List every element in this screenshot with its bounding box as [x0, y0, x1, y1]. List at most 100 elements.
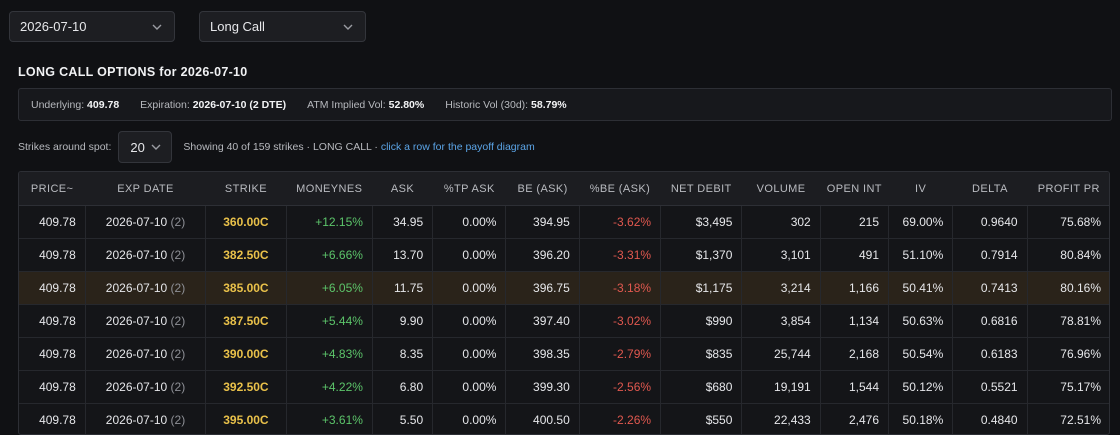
dte-value: (2): [170, 380, 186, 394]
price-cell: 409.78: [19, 403, 86, 434]
dte-value: (2): [170, 314, 186, 328]
pct-breakeven-cell: -3.18%: [579, 271, 662, 305]
column-header[interactable]: MONEYNES: [286, 172, 373, 206]
strikes-count-select[interactable]: 20: [118, 131, 173, 163]
delta-cell: 0.5521: [952, 370, 1028, 404]
table-row[interactable]: 409.78 2026-07-10 (2) 385.00C +6.05% 11.75 0.…: [19, 271, 1109, 305]
showing-text: Showing 40 of 159 strikes · LONG CALL · …: [183, 141, 534, 153]
volume-cell: 3,101: [741, 238, 821, 272]
net-debit-cell: $835: [660, 337, 743, 371]
delta-cell: 0.7914: [952, 238, 1028, 272]
profit-prob-cell: 76.96%: [1027, 337, 1109, 371]
pct-breakeven-cell: -2.56%: [579, 370, 662, 404]
ask-cell: 9.90: [372, 304, 434, 338]
column-header[interactable]: STRIKE: [205, 172, 287, 206]
column-header[interactable]: IV: [888, 172, 953, 206]
profit-prob-cell: 78.81%: [1027, 304, 1109, 338]
volume-cell: 3,214: [741, 271, 821, 305]
chevron-down-icon: [151, 144, 161, 150]
table-row[interactable]: 409.78 2026-07-10 (2) 382.50C +6.66% 13.70 0.…: [19, 238, 1109, 272]
strike-cell: 390.00C: [205, 337, 287, 371]
ask-cell: 34.95: [372, 205, 434, 239]
exp-date-value: 2026-07-10: [105, 215, 168, 229]
profit-prob-cell: 80.16%: [1027, 271, 1109, 305]
column-header[interactable]: NET DEBIT: [660, 172, 742, 206]
dte-value: (2): [170, 248, 186, 262]
tp-ask-cell: 0.00%: [432, 337, 507, 371]
tp-ask-cell: 0.00%: [432, 304, 507, 338]
dte-value: (2): [170, 347, 186, 361]
hist-vol-info: Historic Vol (30d): 58.79%: [445, 99, 566, 111]
table-row[interactable]: 409.78 2026-07-10 (2) 395.00C +3.61% 5.50 0.0…: [19, 403, 1109, 434]
column-header[interactable]: %TP ASK: [432, 172, 506, 206]
strikes-label: Strikes around spot:: [18, 141, 112, 153]
open-interest-cell: 1,134: [820, 304, 890, 338]
open-interest-cell: 2,476: [820, 403, 890, 434]
column-header[interactable]: PRICE~: [19, 172, 86, 206]
options-table-container: PRICE~ EXP DATE STRIKE MONEYNES ASK %TP ASK BE…: [18, 171, 1110, 435]
table-body: 409.78 2026-07-10 (2) 360.00C +12.15% 34.95 0…: [19, 205, 1109, 434]
strike-cell: 360.00C: [205, 205, 287, 239]
underlying-info: Underlying: 409.78: [31, 99, 119, 111]
moneyness-cell: +4.83%: [286, 337, 373, 371]
volume-cell: 3,854: [741, 304, 821, 338]
breakeven-cell: 396.75: [505, 271, 580, 305]
exp-date-value: 2026-07-10: [105, 347, 168, 361]
strike-cell: 395.00C: [205, 403, 287, 434]
column-header[interactable]: VOLUME: [741, 172, 821, 206]
net-debit-cell: $3,495: [660, 205, 743, 239]
expiration-info: Expiration: 2026-07-10 (2 DTE): [140, 99, 286, 111]
exp-date-cell: 2026-07-10 (2): [85, 337, 207, 371]
column-header[interactable]: OPEN INT: [820, 172, 889, 206]
strike-controls: Strikes around spot: 20 Showing 40 of 15…: [18, 131, 535, 163]
expiration-label: Expiration:: [140, 98, 190, 111]
moneyness-cell: +3.61%: [286, 403, 373, 434]
open-interest-cell: 1,544: [820, 370, 890, 404]
strategy-value: Long Call: [210, 19, 265, 34]
breakeven-cell: 400.50: [505, 403, 580, 434]
expiration-date-select[interactable]: 2026-07-10: [9, 11, 175, 42]
dte-value: (2): [170, 413, 186, 427]
pct-breakeven-cell: -3.62%: [579, 205, 662, 239]
payoff-diagram-link[interactable]: click a row for the payoff diagram: [380, 141, 535, 153]
underlying-label: Underlying:: [31, 98, 85, 111]
net-debit-cell: $1,175: [660, 271, 743, 305]
price-cell: 409.78: [19, 205, 86, 239]
ask-cell: 6.80: [372, 370, 434, 404]
ask-cell: 11.75: [372, 271, 434, 305]
moneyness-cell: +6.05%: [286, 271, 373, 305]
open-interest-cell: 2,168: [820, 337, 890, 371]
column-header[interactable]: %BE (ASK): [579, 172, 661, 206]
atm-iv-label: ATM Implied Vol:: [307, 98, 386, 111]
column-header[interactable]: PROFIT PR: [1027, 172, 1109, 206]
tp-ask-cell: 0.00%: [432, 271, 507, 305]
hist-vol-value: 58.79%: [531, 98, 567, 111]
exp-date-value: 2026-07-10: [105, 248, 168, 262]
delta-cell: 0.9640: [952, 205, 1028, 239]
delta-cell: 0.4840: [952, 403, 1028, 434]
moneyness-cell: +5.44%: [286, 304, 373, 338]
table-row[interactable]: 409.78 2026-07-10 (2) 360.00C +12.15% 34.95 0…: [19, 205, 1109, 239]
table-row[interactable]: 409.78 2026-07-10 (2) 390.00C +4.83% 8.35 0.0…: [19, 337, 1109, 371]
column-header[interactable]: EXP DATE: [85, 172, 206, 206]
ask-cell: 5.50: [372, 403, 434, 434]
iv-cell: 50.18%: [888, 403, 954, 434]
table-row[interactable]: 409.78 2026-07-10 (2) 387.50C +5.44% 9.90 0.0…: [19, 304, 1109, 338]
column-header[interactable]: ASK: [372, 172, 433, 206]
price-cell: 409.78: [19, 271, 86, 305]
strike-cell: 387.50C: [205, 304, 287, 338]
table-row[interactable]: 409.78 2026-07-10 (2) 392.50C +4.22% 6.80 0.0…: [19, 370, 1109, 404]
pct-breakeven-cell: -3.31%: [579, 238, 662, 272]
exp-date-value: 2026-07-10: [105, 413, 168, 427]
column-header[interactable]: BE (ASK): [505, 172, 580, 206]
iv-cell: 50.54%: [888, 337, 954, 371]
chevron-down-icon: [343, 24, 353, 30]
pct-breakeven-cell: -3.02%: [579, 304, 662, 338]
strategy-select[interactable]: Long Call: [199, 11, 366, 42]
column-header[interactable]: DELTA: [952, 172, 1028, 206]
pct-breakeven-cell: -2.26%: [579, 403, 662, 434]
expiration-value: 2026-07-10 (2 DTE): [192, 98, 287, 111]
moneyness-cell: +6.66%: [286, 238, 373, 272]
iv-cell: 69.00%: [888, 205, 954, 239]
tp-ask-cell: 0.00%: [432, 205, 507, 239]
